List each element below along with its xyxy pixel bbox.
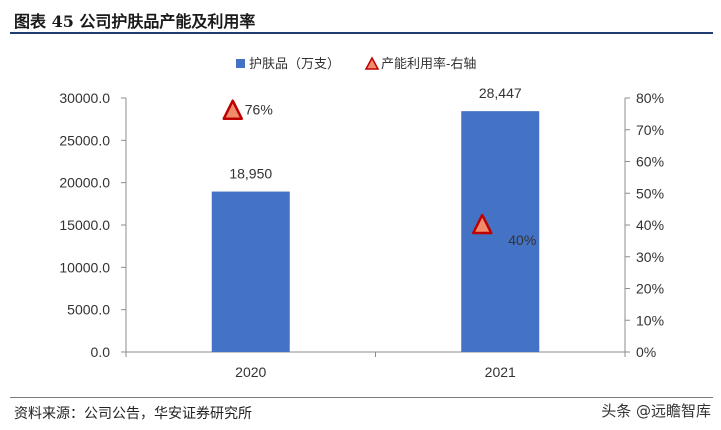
- bars: 18,950 28,447: [211, 85, 540, 352]
- y-left-tick-label: 5000.0: [67, 302, 110, 318]
- legend-bar-swatch: [236, 59, 245, 68]
- y-left-tick-label: 0.0: [91, 344, 111, 360]
- legend-triangle-marker: [364, 56, 380, 70]
- source-note: 资料来源：公司公告，华安证券研究所: [14, 406, 252, 422]
- rate-marker-2020: [222, 99, 243, 120]
- y-right-tick-label: 0%: [636, 344, 656, 360]
- y-left-tick-label: 25000.0: [59, 132, 110, 148]
- x-tick-label: 2020: [235, 364, 266, 380]
- rate-value-label: 76%: [245, 102, 273, 118]
- chart-svg: 护肤品（万支） 产能利用率-右轴 0.0 5000.0 10000.0 15000.0…: [59, 56, 664, 380]
- rate-marker-2021: [472, 213, 493, 235]
- chart-title: 图表 45 公司护肤品产能及利用率: [14, 12, 256, 31]
- y-left-tick-label: 10000.0: [59, 259, 110, 275]
- y-right-tick-label: 50%: [636, 185, 664, 201]
- legend-bar-label: 护肤品（万支）: [249, 56, 340, 71]
- legend-triangle-label: 产能利用率-右轴: [381, 56, 476, 71]
- y-right-tick-label: 60%: [636, 154, 664, 170]
- title-rule: [10, 32, 713, 34]
- y-left-tick-label: 15000.0: [59, 217, 110, 233]
- watermark: 头条 @远瞻智库: [601, 402, 711, 420]
- y-left-tick-label: 30000.0: [59, 90, 110, 106]
- y-right-tick-label: 80%: [636, 90, 664, 106]
- axes: 0.0 5000.0 10000.0 15000.0 20000.0 25000.0 300…: [59, 90, 664, 380]
- bar-value-label: 28,447: [479, 85, 522, 101]
- markers: 76% 40%: [222, 99, 536, 248]
- rate-value-label: 40%: [508, 232, 536, 248]
- x-tick-label: 2021: [485, 364, 516, 380]
- legend: 护肤品（万支） 产能利用率-右轴: [236, 56, 476, 71]
- source-rule: [10, 397, 713, 398]
- y-right-tick-label: 20%: [636, 281, 664, 297]
- y-right-tick-label: 30%: [636, 249, 664, 265]
- y-left-tick-label: 20000.0: [59, 175, 110, 191]
- bar-2020: [211, 191, 290, 352]
- y-right-tick-label: 40%: [636, 217, 664, 233]
- bar-value-label: 18,950: [229, 166, 272, 182]
- y-right-tick-label: 10%: [636, 312, 664, 328]
- y-right-tick-label: 70%: [636, 122, 664, 138]
